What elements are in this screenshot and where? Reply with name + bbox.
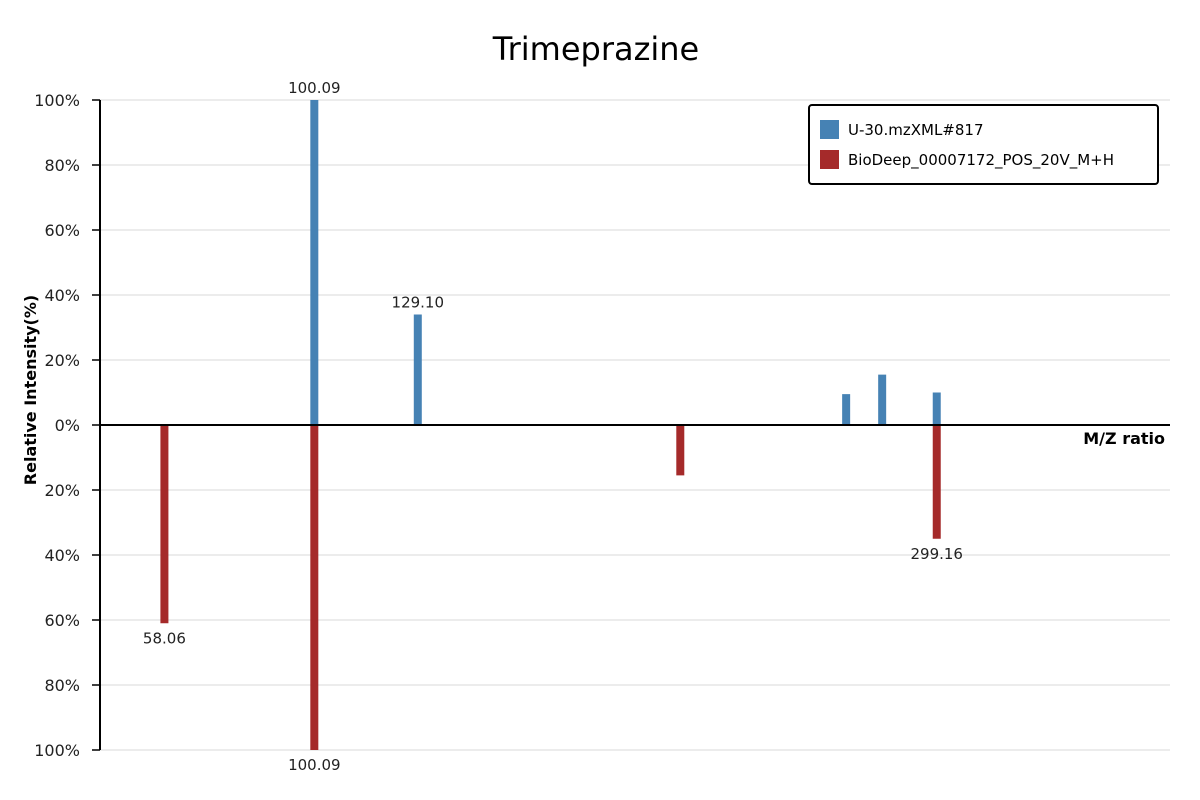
legend-label-series-2: BioDeep_00007172_POS_20V_M+H	[848, 151, 1114, 170]
y-tick-label: 80%	[44, 156, 80, 175]
y-axis-title: Relative Intensity(%)	[21, 295, 40, 485]
legend-box	[808, 104, 1159, 185]
y-tick-label: 80%	[44, 676, 80, 695]
legend-swatch-series-1	[820, 120, 839, 139]
peak-bar	[676, 425, 685, 476]
y-tick-label: 40%	[44, 546, 80, 565]
peak-bar	[310, 100, 319, 425]
legend: U-30.mzXML#817 BioDeep_00007172_POS_20V_…	[808, 104, 1159, 185]
peak-bar	[413, 314, 422, 425]
peak-label: 100.09	[288, 756, 341, 774]
grid-lines	[100, 99, 1170, 751]
y-tick-label: 40%	[44, 286, 80, 305]
y-tick-label: 100%	[34, 741, 80, 760]
x-axis-title: M/Z ratio	[1083, 429, 1165, 448]
axes	[99, 100, 1170, 750]
y-tick-label: 60%	[44, 611, 80, 630]
peak-bar	[878, 374, 887, 425]
peaks	[160, 100, 941, 750]
y-tick-label: 20%	[44, 481, 80, 500]
peak-label: 58.06	[143, 629, 186, 647]
y-tick-label: 0%	[55, 416, 80, 435]
chart-title: Trimeprazine	[492, 30, 699, 68]
legend-label-series-1: U-30.mzXML#817	[848, 121, 984, 139]
peak-bar	[842, 394, 851, 425]
peak-bar	[160, 425, 169, 624]
legend-swatch-series-2	[820, 150, 839, 169]
y-tick-label: 20%	[44, 351, 80, 370]
peak-labels: 100.09 129.10 58.06 100.09 299.16	[143, 79, 963, 774]
peak-bar	[932, 392, 941, 425]
y-tick-label: 60%	[44, 221, 80, 240]
peak-label: 299.16	[910, 545, 963, 563]
peak-bar	[310, 425, 319, 750]
peak-label: 129.10	[392, 294, 445, 312]
peak-label: 100.09	[288, 79, 341, 97]
y-tick-label: 100%	[34, 91, 80, 110]
peak-bar	[932, 425, 941, 539]
y-ticks: 100% 80% 60% 40% 20% 0% 20% 40% 60% 80% 100%	[34, 91, 100, 760]
